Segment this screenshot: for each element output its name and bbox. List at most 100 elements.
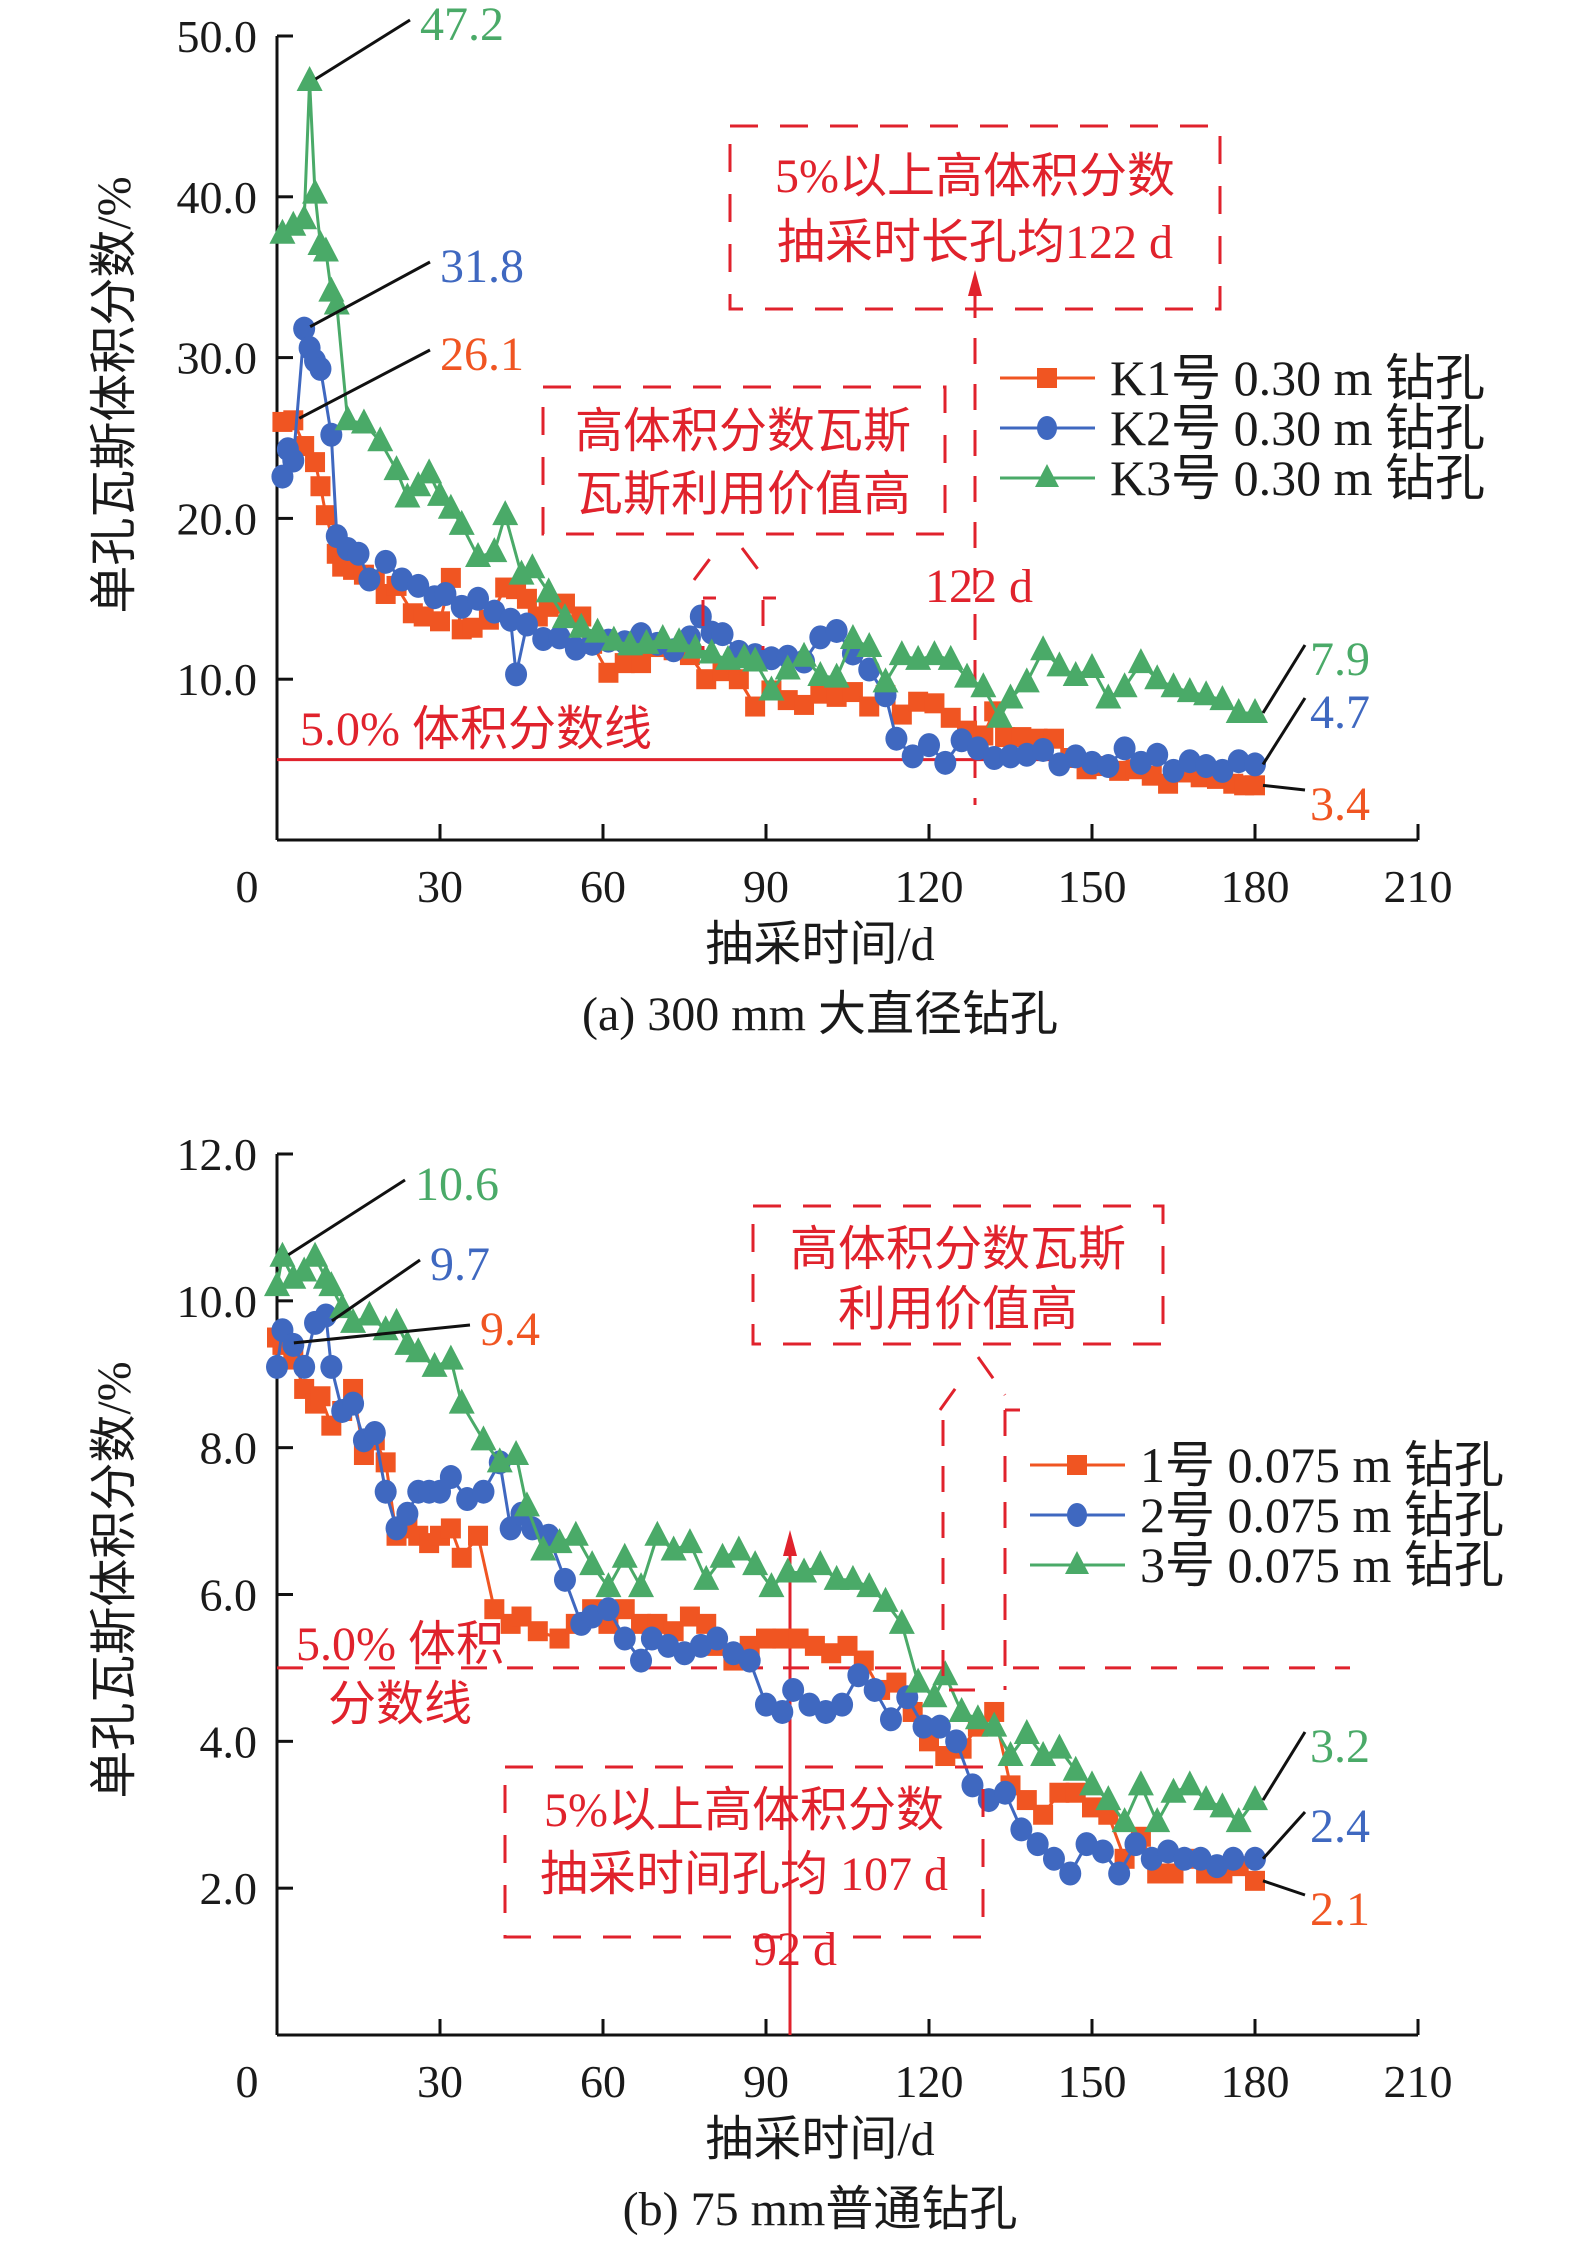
panel-a-threshold-label: 5.0% 体积分数线 <box>300 703 652 756</box>
data-point <box>921 1682 948 1708</box>
data-point <box>879 1707 902 1732</box>
callout-leader-line <box>1261 1731 1307 1801</box>
data-point <box>905 1667 932 1693</box>
data-point <box>788 1628 809 1649</box>
data-point <box>823 1564 850 1590</box>
data-point <box>1193 1785 1220 1811</box>
panel-b-threshold-label-line-1: 5.0% 体积 <box>296 1618 504 1671</box>
data-point <box>823 662 850 688</box>
data-point <box>810 683 831 704</box>
data-point <box>535 577 562 603</box>
annotation-line-1: 高体积分数瓦斯 <box>575 405 911 458</box>
data-point <box>437 493 464 519</box>
data-point <box>1091 1839 1114 1864</box>
legend-item-1[interactable]: 1号 0.075 m 钻孔 <box>1030 1437 1504 1493</box>
x-tick-label: 210 <box>1384 2056 1453 2107</box>
data-point <box>1082 1797 1102 1818</box>
panel-b-marks: 0 30 60 90 120 150 180 210 2.0 4.0 6.0 8.0 10.0 12.0 1… <box>177 1129 1453 2107</box>
data-point <box>1097 754 1120 779</box>
legend-item-k3[interactable]: K3号 0.30 m 钻孔 <box>1000 450 1485 506</box>
data-point <box>264 1271 290 1297</box>
data-point <box>472 1479 495 1504</box>
data-point <box>921 640 948 666</box>
data-point <box>1245 1870 1265 1891</box>
data-point <box>928 1714 951 1739</box>
data-point <box>334 405 361 431</box>
callout-leader-line <box>1262 783 1306 792</box>
callout-label: 26.1 <box>440 328 524 381</box>
panel-a-marker-line-label: 122 d <box>925 560 1033 613</box>
legend-item-k2[interactable]: K2号 0.30 m 钻孔 <box>1000 400 1485 456</box>
data-point <box>1049 1782 1070 1803</box>
data-point <box>1026 1832 1049 1857</box>
data-point <box>807 660 834 686</box>
data-point <box>1127 1770 1154 1796</box>
callout-leader-line <box>1261 1810 1307 1860</box>
x-tick-label: 60 <box>580 2056 626 2107</box>
legend-2-label: 2号 0.075 m 钻孔 <box>1140 1487 1504 1543</box>
data-point <box>405 1337 432 1363</box>
data-point <box>486 1447 513 1473</box>
data-point <box>863 1677 886 1702</box>
data-point <box>1144 1807 1171 1833</box>
data-point <box>837 1635 858 1656</box>
data-point <box>516 588 537 609</box>
data-point <box>791 1557 818 1583</box>
data-point <box>954 662 981 688</box>
data-point <box>794 694 815 715</box>
data-point <box>568 612 595 638</box>
data-point <box>421 1351 448 1377</box>
y-tick-label: 10.0 <box>177 654 258 705</box>
data-point <box>745 696 766 717</box>
data-point <box>600 625 627 651</box>
y-tick-label: 10.0 <box>177 1276 258 1327</box>
panel-b-legend: 1号 0.075 m 钻孔 2号 0.075 m 钻孔 3号 0.075 m 钻… <box>1030 1437 1504 1593</box>
callout-leader-line <box>287 1178 406 1257</box>
data-point <box>1042 1846 1065 1871</box>
data-point <box>983 745 1006 770</box>
data-point <box>901 744 924 769</box>
data-point <box>315 505 336 526</box>
data-point <box>940 707 961 728</box>
data-point <box>630 1648 653 1673</box>
legend-k3-label: K3号 0.30 m 钻孔 <box>1110 450 1485 506</box>
data-point <box>280 210 307 236</box>
legend-k1-label: K1号 0.30 m 钻孔 <box>1110 350 1485 406</box>
legend-item-2[interactable]: 2号 0.075 m 钻孔 <box>1030 1487 1504 1543</box>
data-point <box>858 657 881 682</box>
data-point <box>1013 1718 1040 1744</box>
data-point <box>291 1256 318 1282</box>
x-tick-label: 120 <box>895 861 964 912</box>
data-point <box>1160 1777 1187 1803</box>
data-point <box>302 1241 329 1267</box>
data-point <box>774 1557 801 1583</box>
data-point <box>347 541 370 566</box>
panel-b-y-axis-title: 单孔瓦斯体积分数/% <box>88 1361 141 1798</box>
data-point <box>1059 1861 1082 1886</box>
legend-k3-triangle-marker <box>1035 464 1059 487</box>
data-point <box>527 1621 548 1642</box>
panel-a-chart: 0 30 60 90 120 150 180 210 10.0 20.0 30.0 40.0 50.0 4… <box>88 0 1485 1041</box>
data-point <box>598 662 619 683</box>
data-point <box>1245 775 1265 796</box>
data-point <box>329 1293 356 1319</box>
data-point <box>302 178 329 204</box>
data-point <box>439 1465 462 1490</box>
data-point <box>706 1626 729 1651</box>
data-point <box>314 1303 337 1328</box>
callout-leader-line <box>1261 697 1307 766</box>
panel-a-axes: 0 30 60 90 120 150 180 210 10.0 20.0 30.0 40.0 50.0 <box>177 11 1453 912</box>
legend-item-k1[interactable]: K1号 0.30 m 钻孔 <box>1000 350 1485 406</box>
legend-item-3[interactable]: 3号 0.075 m 钻孔 <box>1030 1537 1504 1593</box>
data-point <box>1225 697 1252 723</box>
data-point <box>1209 1792 1236 1818</box>
data-point <box>293 1354 316 1379</box>
x-tick-label: 120 <box>895 2056 964 2107</box>
data-point <box>1193 680 1220 706</box>
y-tick-label: 4.0 <box>200 1716 258 1767</box>
data-point <box>1173 1846 1196 1871</box>
y-tick-label: 20.0 <box>177 493 258 544</box>
data-point <box>994 1780 1017 1805</box>
data-point <box>1162 758 1185 783</box>
data-point <box>413 606 434 627</box>
